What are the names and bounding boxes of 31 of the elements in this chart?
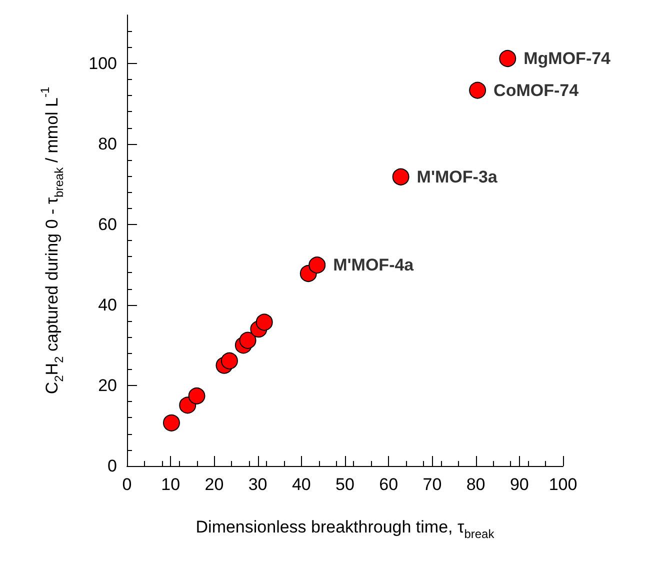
- annotation: M'MOF-3a: [416, 167, 498, 186]
- x-tick-label: 40: [292, 475, 311, 494]
- point: [499, 50, 516, 67]
- point: [239, 332, 256, 349]
- y-tick-label: 0: [108, 456, 117, 476]
- y-tick-label: 20: [98, 376, 117, 395]
- point: [256, 314, 273, 331]
- y-tick-label: 60: [98, 214, 117, 234]
- point: [392, 168, 410, 186]
- point: [162, 414, 180, 432]
- x-tick-label: 80: [466, 475, 486, 494]
- y-axis-title: C2H2 captured during 0 - τbreak / mmol L-1: [38, 86, 66, 394]
- annotation: MgMOF-74: [524, 48, 612, 68]
- point: [188, 387, 206, 404]
- x-tick-label: 60: [379, 475, 398, 494]
- y-tick-label: 80: [98, 134, 117, 154]
- x-tick-label: 10: [161, 475, 180, 494]
- x-tick-label: 20: [204, 475, 224, 494]
- x-tick-label: 70: [422, 475, 442, 494]
- annotation: M'MOF-4a: [333, 256, 414, 275]
- point: [220, 352, 238, 370]
- y-tick-label: 100: [88, 54, 117, 73]
- x-tick-label: 0: [122, 475, 132, 494]
- annotation: CoMOF-74: [494, 80, 580, 100]
- point: [308, 256, 326, 274]
- y-tick-label: 40: [98, 295, 117, 314]
- x-tick-label: 90: [510, 475, 529, 494]
- x-tick-label: 30: [248, 475, 268, 494]
- x-tick-label: 50: [336, 475, 354, 494]
- x-tick-label: 100: [548, 475, 578, 494]
- point: [469, 82, 486, 99]
